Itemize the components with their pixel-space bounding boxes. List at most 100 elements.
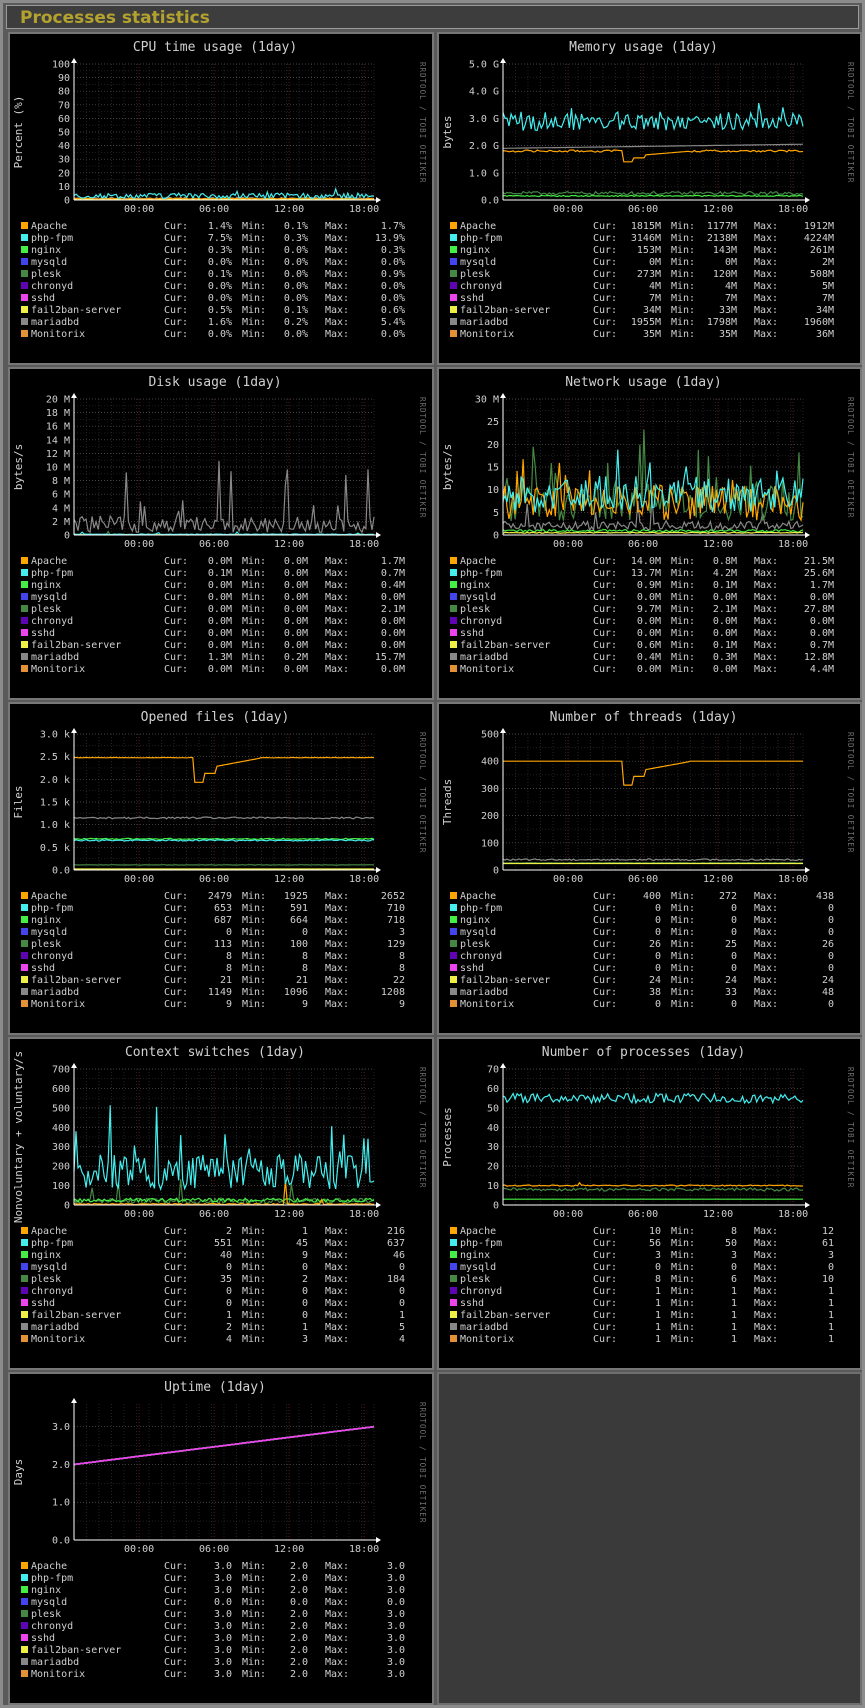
legend-swatch	[21, 988, 28, 995]
legend-max-value: 0	[399, 1262, 405, 1273]
legend-cur-value: 0.3%	[208, 245, 232, 256]
legend-max-label: Max:	[754, 592, 778, 603]
legend-max-value: 184	[387, 1274, 405, 1285]
legend-cur-label: Cur:	[164, 987, 188, 998]
legend-max-label: Max:	[325, 568, 349, 579]
legend-max-value: 0.0M	[381, 616, 405, 627]
legend-cur-label: Cur:	[164, 939, 188, 950]
legend-min-value: 4M	[725, 281, 737, 292]
legend-cur-label: Cur:	[593, 987, 617, 998]
y-tick-label: 20	[58, 168, 70, 179]
legend-max-label: Max:	[325, 1585, 349, 1596]
legend-swatch	[450, 976, 457, 983]
legend-min-label: Min:	[671, 257, 695, 268]
legend-cur-label: Cur:	[164, 915, 188, 926]
x-tick-label: 06:00	[628, 539, 658, 550]
legend-min-value: 0.0M	[284, 580, 308, 591]
legend-cur-label: Cur:	[164, 1286, 188, 1297]
legend-max-label: Max:	[325, 580, 349, 591]
legend-swatch	[450, 653, 457, 660]
y-tick-label: 8 M	[52, 476, 70, 487]
legend-max-value: 0.0M	[810, 592, 834, 603]
x-tick-label: 18:00	[778, 1209, 808, 1220]
y-tick-label: 90	[58, 73, 70, 84]
y-tick-label: 100	[52, 1181, 70, 1192]
legend-name: php-fpm	[460, 903, 502, 914]
rrdtool-watermark: RRDTOOL / TOBI OETIKER	[418, 62, 427, 183]
legend-swatch	[450, 222, 457, 229]
y-tick-label: 30	[487, 1142, 499, 1153]
legend-cur-label: Cur:	[164, 245, 188, 256]
legend-cur-value: 153M	[637, 245, 661, 256]
legend-min-value: 0.0M	[284, 592, 308, 603]
legend-max-label: Max:	[325, 1645, 349, 1656]
series-line-nginx	[502, 528, 804, 534]
legend-min-value: 0.1%	[284, 305, 308, 316]
graph-context-switches: Context switches (1day) RRDTOOL / TOBI OE…	[8, 1037, 434, 1370]
legend-cur-label: Cur:	[164, 233, 188, 244]
legend-cur-label: Cur:	[593, 975, 617, 986]
legend-name: fail2ban-server	[31, 1310, 121, 1321]
legend-cur-label: Cur:	[593, 628, 617, 639]
legend-max-value: 5	[399, 1322, 405, 1333]
legend-min-value: 664	[290, 915, 308, 926]
legend-swatch	[21, 605, 28, 612]
series-line-apache	[503, 149, 804, 163]
x-tick-label: 00:00	[553, 1209, 583, 1220]
legend-cur-value: 1	[655, 1286, 661, 1297]
legend-cur-label: Cur:	[164, 305, 188, 316]
x-tick-label: 18:00	[349, 539, 379, 550]
legend-max-value: 26	[822, 939, 834, 950]
legend-cur-label: Cur:	[164, 1585, 188, 1596]
legend-min-value: 1	[731, 1298, 737, 1309]
series-line-sshd	[73, 1425, 375, 1466]
legend-swatch	[450, 593, 457, 600]
legend-min-value: 0.0M	[284, 640, 308, 651]
legend-max-label: Max:	[754, 951, 778, 962]
legend-cur-value: 0.1M	[208, 568, 232, 579]
legend-min-label: Min:	[671, 951, 695, 962]
legend-name: Apache	[460, 221, 496, 232]
series-line-apache	[73, 756, 375, 783]
legend-swatch	[450, 318, 457, 325]
rrdtool-watermark: RRDTOOL / TOBI OETIKER	[418, 732, 427, 853]
x-tick-label: 00:00	[124, 1209, 154, 1220]
legend-min-label: Min:	[242, 221, 266, 232]
legend-min-value: 1	[731, 1334, 737, 1345]
legend-max-label: Max:	[754, 604, 778, 615]
legend-max-value: 3	[399, 927, 405, 938]
legend-swatch	[21, 222, 28, 229]
legend-swatch	[21, 617, 28, 624]
legend-min-label: Min:	[671, 293, 695, 304]
y-axis-arrow	[500, 728, 506, 733]
legend-cur-value: 1	[655, 1310, 661, 1321]
legend-max-label: Max:	[754, 1322, 778, 1333]
legend-max-value: 1	[828, 1334, 834, 1345]
legend-swatch	[21, 1562, 28, 1569]
legend-name: mariadbd	[460, 652, 508, 663]
legend-max-value: 3.0	[387, 1621, 405, 1632]
y-tick-label: 15	[487, 463, 499, 474]
legend-cur-value: 0.6M	[637, 640, 661, 651]
legend-cur-value: 1.4%	[208, 221, 232, 232]
legend-min-value: 0.0M	[713, 664, 737, 675]
legend-min-label: Min:	[242, 580, 266, 591]
y-axis-arrow	[71, 393, 77, 398]
legend-name: sshd	[31, 1633, 55, 1644]
legend-swatch	[21, 1311, 28, 1318]
legend-max-value: 1.7M	[381, 556, 405, 567]
legend-name: Monitorix	[31, 1334, 85, 1345]
legend-min-value: 0	[302, 927, 308, 938]
legend-min-label: Min:	[242, 329, 266, 340]
legend-max-value: 27.8M	[804, 604, 834, 615]
legend-max-label: Max:	[754, 1274, 778, 1285]
legend-cur-value: 7M	[649, 293, 661, 304]
y-tick-label: 1.0 k	[40, 820, 70, 831]
legend-name: fail2ban-server	[31, 1645, 121, 1656]
x-tick-label: 00:00	[553, 539, 583, 550]
legend-cur-label: Cur:	[593, 329, 617, 340]
x-tick-label: 06:00	[628, 874, 658, 885]
legend-cur-label: Cur:	[164, 592, 188, 603]
legend-cur-value: 3.0	[214, 1657, 232, 1668]
legend-max-value: 22	[393, 975, 405, 986]
